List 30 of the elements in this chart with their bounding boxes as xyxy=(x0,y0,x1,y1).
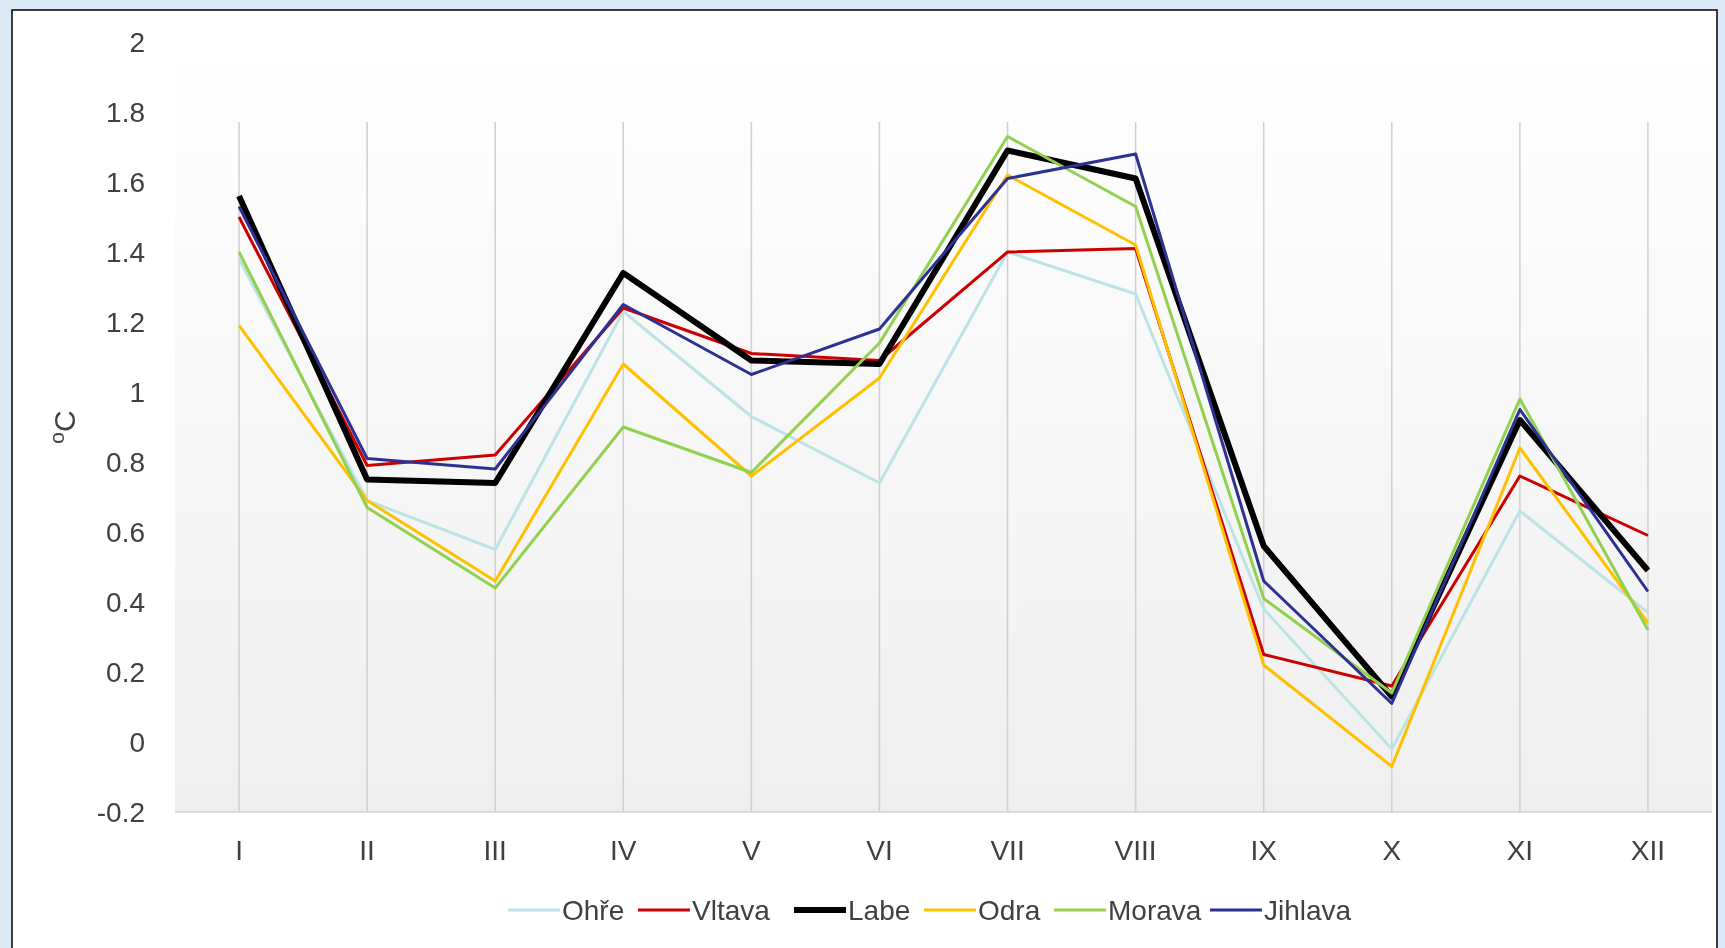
x-tick-label: I xyxy=(235,835,243,866)
x-tick-label: XII xyxy=(1630,835,1666,866)
y-tick-label: 2 xyxy=(129,26,145,58)
x-tick-label: X xyxy=(1382,835,1402,866)
x-tick-label: XI xyxy=(1506,835,1534,866)
x-tick-label: VIII xyxy=(1114,835,1157,866)
legend-label: Jihlava xyxy=(1264,894,1352,926)
y-tick-label: 0.6 xyxy=(106,516,145,548)
y-tick-label: 0.2 xyxy=(106,656,145,688)
y-tick-label: 0.8 xyxy=(106,446,145,478)
x-tick-label: II xyxy=(359,835,375,866)
legend-label: Morava xyxy=(1108,894,1202,926)
legend-label: Ohře xyxy=(562,894,625,926)
y-tick-label: 1.4 xyxy=(106,236,145,268)
x-tick-label: IV xyxy=(610,835,637,866)
x-tick-label: VII xyxy=(990,835,1025,866)
y-tick-label: 1.8 xyxy=(106,96,145,128)
legend-label: Odra xyxy=(978,894,1041,926)
y-tick-label: 1.2 xyxy=(106,306,145,338)
y-tick-label: -0.2 xyxy=(96,796,145,828)
legend-label: Labe xyxy=(848,894,911,926)
y-tick-label: 0.4 xyxy=(106,586,145,618)
x-tick-label: IX xyxy=(1250,835,1278,866)
legend-label: Vltava xyxy=(692,894,771,926)
x-tick-label: VI xyxy=(866,835,893,866)
y-tick-label: 1 xyxy=(129,376,145,408)
x-tick-label: III xyxy=(483,835,507,866)
y-tick-label: 0 xyxy=(129,726,145,758)
y-tick-label: 1.6 xyxy=(106,166,145,198)
x-tick-label: V xyxy=(742,835,762,866)
